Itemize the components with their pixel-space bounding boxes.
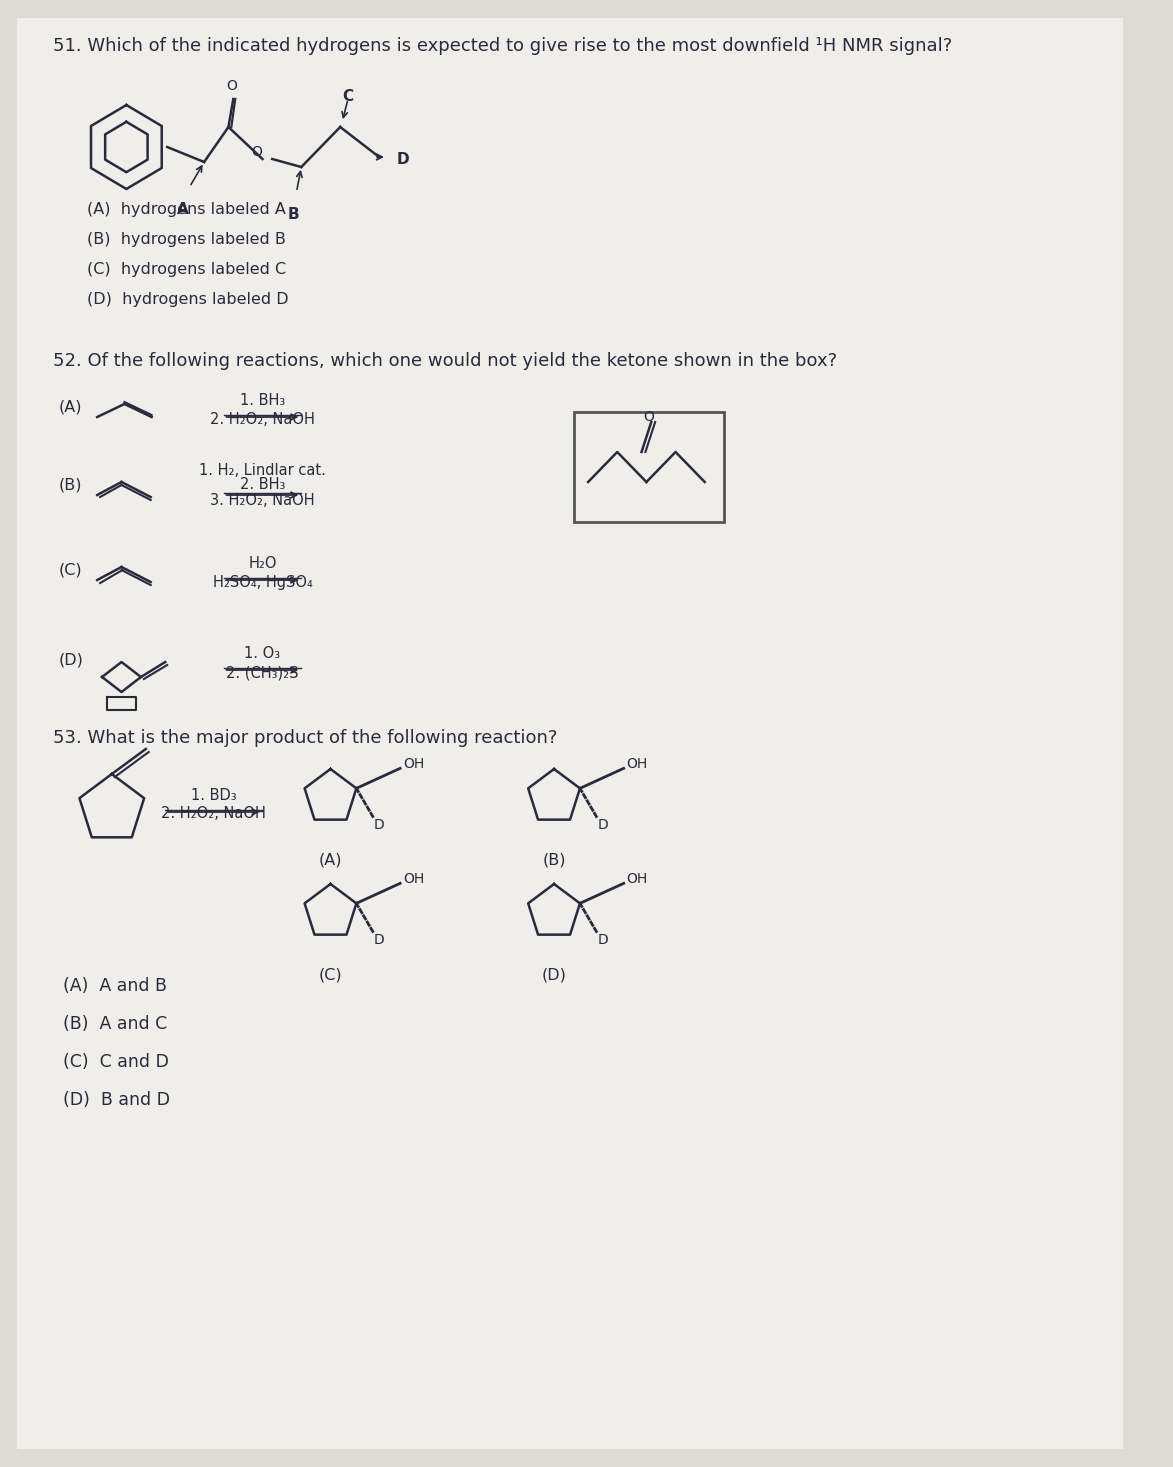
Text: 53. What is the major product of the following reaction?: 53. What is the major product of the fol… <box>54 729 558 747</box>
Text: (D): (D) <box>542 967 567 981</box>
Text: 2. H₂O₂, NaOH: 2. H₂O₂, NaOH <box>210 412 314 427</box>
Text: (A)  hydrogens labeled A: (A) hydrogens labeled A <box>88 202 286 217</box>
Bar <box>574 412 724 522</box>
Text: D: D <box>374 933 385 948</box>
Text: O: O <box>643 409 653 424</box>
Text: OH: OH <box>404 873 425 886</box>
Text: H₂SO₄, HgSO₄: H₂SO₄, HgSO₄ <box>212 575 312 590</box>
Text: (C)  hydrogens labeled C: (C) hydrogens labeled C <box>88 263 286 277</box>
Text: (B): (B) <box>59 477 82 491</box>
Text: C: C <box>343 89 353 104</box>
Text: 2. (CH₃)₂S: 2. (CH₃)₂S <box>226 665 299 681</box>
Text: B: B <box>287 207 299 222</box>
Text: (D): (D) <box>59 651 83 667</box>
Text: (B): (B) <box>542 852 565 867</box>
Text: (B)  hydrogens labeled B: (B) hydrogens labeled B <box>88 232 286 246</box>
Text: A: A <box>177 202 189 217</box>
Text: (A)  A and B: (A) A and B <box>63 977 168 995</box>
Text: 52. Of the following reactions, which one would not yield the ketone shown in th: 52. Of the following reactions, which on… <box>54 352 838 370</box>
Text: 1. BH₃: 1. BH₃ <box>239 393 285 408</box>
Text: D: D <box>597 933 608 948</box>
Text: H₂O: H₂O <box>249 556 277 571</box>
Text: 1. O₃: 1. O₃ <box>244 645 280 662</box>
Text: 1. BD₃: 1. BD₃ <box>191 788 237 802</box>
Text: OH: OH <box>626 757 647 772</box>
Text: 3. H₂O₂, NaOH: 3. H₂O₂, NaOH <box>210 493 314 508</box>
Text: (A): (A) <box>59 399 82 414</box>
Text: (D)  B and D: (D) B and D <box>63 1091 170 1109</box>
Text: D: D <box>374 819 385 832</box>
Text: (C)  C and D: (C) C and D <box>63 1053 169 1071</box>
Text: OH: OH <box>626 873 647 886</box>
Text: O: O <box>251 145 262 158</box>
Text: 1. H₂, Lindlar cat.: 1. H₂, Lindlar cat. <box>199 464 326 478</box>
Text: (A): (A) <box>319 852 343 867</box>
Text: 51. Which of the indicated hydrogens is expected to give rise to the most downfi: 51. Which of the indicated hydrogens is … <box>54 37 952 54</box>
Text: D: D <box>597 819 608 832</box>
Text: (C): (C) <box>319 967 343 981</box>
Text: (D)  hydrogens labeled D: (D) hydrogens labeled D <box>88 292 289 307</box>
Text: O: O <box>226 79 237 92</box>
Text: OH: OH <box>404 757 425 772</box>
Text: 2. BH₃: 2. BH₃ <box>239 477 285 491</box>
Text: 2. H₂O₂, NaOH: 2. H₂O₂, NaOH <box>162 805 266 822</box>
Text: D: D <box>396 153 409 167</box>
Text: (B)  A and C: (B) A and C <box>63 1015 168 1033</box>
Text: (C): (C) <box>59 562 82 577</box>
